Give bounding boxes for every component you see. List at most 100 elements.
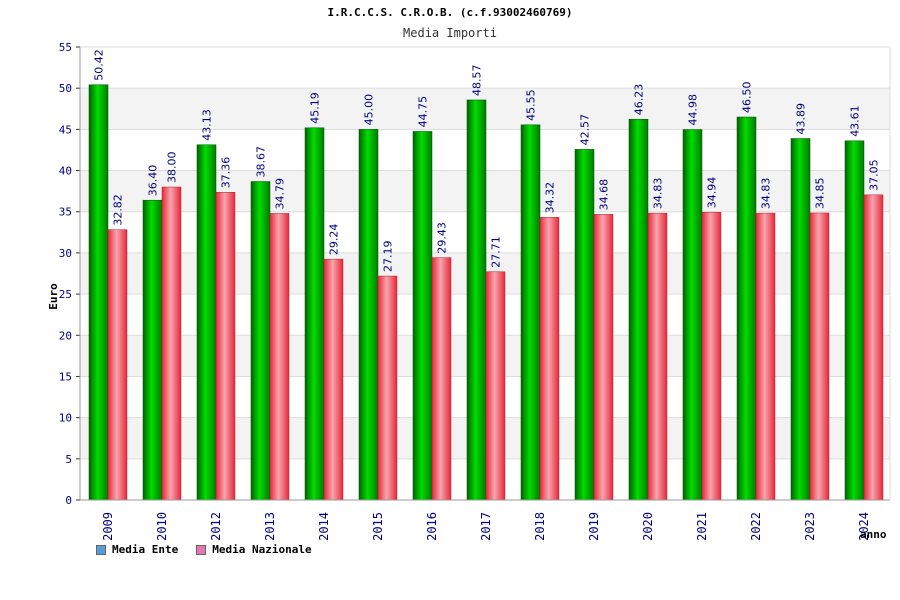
bar-media-nazionale [323,258,344,501]
data-label: 38.67 [255,146,268,178]
data-label: 46.50 [741,82,754,114]
data-label: 32.82 [112,194,125,226]
bar-media-nazionale [161,186,182,501]
bars [88,84,884,501]
x-tick-label: 2023 [803,512,817,541]
legend-item-media-ente: Media Ente [96,543,178,556]
data-label: 42.57 [579,114,592,146]
bar-media-ente [574,149,595,501]
bar-media-nazionale [431,257,452,501]
x-tick-label: 2010 [155,512,169,541]
chart-subtitle: Media Importi [403,26,497,40]
data-label: 34.94 [706,177,719,209]
x-tick-label: 2020 [641,512,655,541]
bar-media-nazionale [647,212,668,501]
data-label: 36.40 [147,165,160,197]
bar-media-ente [844,140,865,501]
data-label: 34.32 [544,182,557,214]
y-tick-label: 50 [59,82,72,95]
data-label: 45.55 [525,89,538,121]
bar-media-ente [358,129,379,501]
bar-media-ente [250,181,271,501]
bar-media-ente [628,118,649,501]
grid-band [80,47,890,89]
legend: Media Ente Media Nazionale [96,543,312,556]
chart-title: I.R.C.C.S. C.R.O.B. (c.f.93002460769) [327,6,573,19]
x-tick-label: 2013 [263,512,277,541]
x-tick-label: 2016 [425,512,439,541]
x-tick-label: 2022 [749,512,763,541]
legend-item-media-nazionale: Media Nazionale [196,543,312,556]
x-tick-label: 2024 [857,512,871,541]
y-tick-labels: 0 5 10 15 20 25 30 35 40 45 50 55 [59,41,72,507]
y-tick-label: 25 [59,288,72,301]
data-label: 34.85 [814,177,827,209]
y-tick-label: 55 [59,41,72,54]
data-label: 34.83 [652,178,665,210]
legend-swatch-media-nazionale [196,544,207,555]
data-label: 43.13 [201,109,214,141]
bar-media-ente [142,199,163,501]
data-label: 38.00 [166,152,179,184]
x-tick-label: 2012 [209,512,223,541]
data-label: 27.19 [382,241,395,273]
axes [79,46,891,501]
bar-media-nazionale [593,214,614,501]
legend-label-media-nazionale: Media Nazionale [212,543,312,556]
bar-media-ente [412,131,433,501]
y-tick-label: 40 [59,165,72,178]
data-label: 46.23 [633,84,646,116]
x-tick-label: 2015 [371,512,385,541]
x-tick-label: 2017 [479,512,493,541]
bar-media-ente [196,144,217,501]
bar-media-nazionale [863,194,884,501]
y-tick-label: 45 [59,123,72,136]
x-tick-label: 2018 [533,512,547,541]
x-tick-label: 2014 [317,512,331,541]
bar-media-ente [520,124,541,501]
bar-media-ente [466,99,487,501]
data-label: 43.61 [849,105,862,137]
data-label: 44.98 [687,94,700,126]
data-label: 48.57 [471,64,484,96]
x-tick-label: 2019 [587,512,601,541]
data-label: 43.89 [795,103,808,135]
data-label: 37.36 [220,157,233,189]
y-tick-label: 15 [59,370,72,383]
bar-media-nazionale [539,217,560,501]
legend-swatch-media-ente [96,544,106,555]
bar-media-ente [790,138,811,501]
data-label: 34.83 [760,178,773,210]
bar-media-ente [736,116,757,501]
data-label: 29.43 [436,222,449,254]
data-label: 29.24 [328,224,341,256]
bar-media-nazionale [701,211,722,501]
y-tick-label: 5 [65,453,72,466]
y-tick-label: 35 [59,206,72,219]
data-label: 37.05 [868,159,881,191]
data-label: 44.75 [417,96,430,128]
legend-label-media-ente: Media Ente [112,543,179,556]
bar-media-nazionale [485,271,506,501]
data-label: 50.42 [93,49,106,81]
bar-media-nazionale [107,229,128,501]
bar-media-nazionale [377,275,398,501]
data-label: 34.68 [598,179,611,211]
bar-media-nazionale [269,213,290,501]
y-tick-label: 20 [59,329,72,342]
data-label: 27.71 [490,236,503,268]
x-axis-label: anno [860,528,887,541]
bar-media-ente [88,84,109,501]
bar-media-ente [682,129,703,501]
x-tick-label: 2021 [695,512,709,541]
bar-media-nazionale [809,212,830,501]
y-tick-label: 10 [59,412,72,425]
x-tick-label: 2009 [101,512,115,541]
data-label: 45.00 [363,94,376,126]
data-label: 34.79 [274,178,287,210]
value-labels: 50.42 32.82 36.40 38.00 43.13 37.36 38.67 34.79… [93,49,881,272]
y-tick-label: 0 [65,494,72,507]
x-tick-labels: 2009 2010 2012 2013 2014 2015 2016 2017 2018 2019… [101,512,871,541]
bar-media-nazionale [215,192,236,501]
